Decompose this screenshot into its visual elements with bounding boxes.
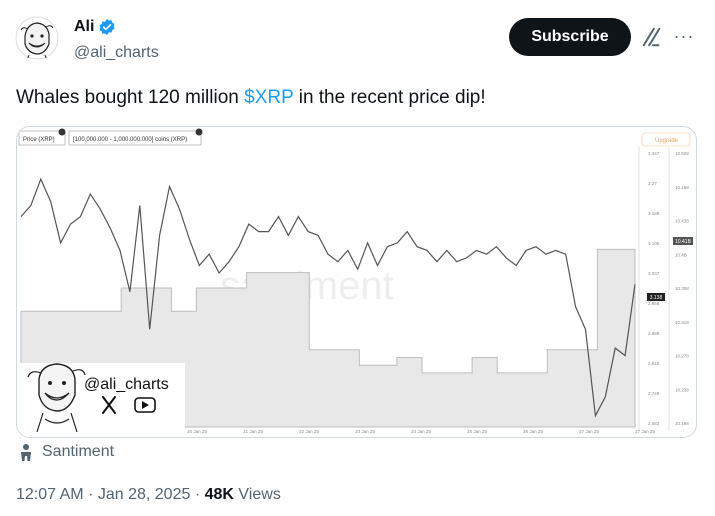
holders-tick-label: 10.4B	[675, 252, 687, 257]
price-tick-label: 3.189	[648, 211, 660, 216]
tweet-header: Ali @ali_charts Subscribe ···	[0, 0, 715, 80]
attribution-source: Santiment	[42, 443, 115, 460]
price-tick-label: 3.106	[648, 241, 660, 246]
subscribe-button[interactable]: Subscribe	[509, 18, 631, 56]
meta-separator: ·	[88, 486, 94, 503]
x-tick-label: 20 Jan 25	[187, 429, 207, 434]
price-tick-label: 3.037	[648, 271, 660, 276]
meta-separator-2: ·	[194, 486, 201, 503]
tweet-date[interactable]: Jan 28, 2025	[97, 486, 191, 503]
x-tick-label: 22 Jan 25	[299, 429, 319, 434]
legend-price-box	[18, 130, 66, 146]
upgrade-label: Upgrade	[655, 138, 679, 144]
overlay-youtube-icon	[134, 397, 156, 413]
x-tick-label: 23 Jan 25	[355, 429, 375, 434]
price-tick-label: 2.958	[648, 301, 660, 306]
holders-tick-label: 10.438	[675, 219, 689, 224]
author-name-row: Ali	[74, 18, 116, 36]
price-tick-label: 2.682	[648, 421, 660, 426]
price-current-tag: 3.138	[647, 293, 665, 301]
verified-badge-icon	[100, 18, 115, 36]
views-count: 48K	[204, 486, 234, 503]
legend-holders-box	[68, 130, 202, 146]
avatar-illustration	[15, 16, 59, 60]
price-tick-label: 2.818	[648, 361, 660, 366]
more-options-icon[interactable]: ···	[673, 26, 695, 46]
overlay-avatar-illustration	[27, 363, 86, 433]
overlay-handle: @ali_charts	[84, 376, 169, 393]
media-attribution[interactable]: Santiment	[18, 443, 114, 461]
tweet-text-after: in the recent price dip!	[293, 87, 486, 108]
upgrade-button[interactable]	[641, 132, 691, 147]
tweet-text: Whales bought 120 million $XRP in the re…	[16, 86, 486, 110]
holders-tick-label: 10.528	[675, 151, 689, 156]
author-handle[interactable]: @ali_charts	[74, 44, 159, 61]
cashtag-link[interactable]: $XRP	[244, 87, 294, 108]
holders-tick-label: 10.278	[675, 354, 689, 359]
legend-holders-close-icon[interactable]	[195, 128, 203, 136]
legend-price-close-icon[interactable]	[58, 128, 66, 136]
holders-tick-label: 10.198	[675, 421, 689, 426]
holders-tick-label: 10.468	[675, 185, 689, 190]
legend-holders-label: [100,000,000 - 1,000,000,000] coins (XRP…	[73, 137, 187, 143]
x-tick-label: 27 Jan 25	[635, 429, 655, 434]
author-avatar[interactable]	[15, 16, 59, 60]
person-icon	[21, 444, 31, 461]
grok-icon[interactable]	[641, 26, 663, 48]
santiment-chart: Price (XRP) [100,000,000 - 1,000,000,000…	[17, 127, 696, 437]
tweet-meta: 12:07 AM · Jan 28, 2025 · 48K Views	[16, 486, 281, 504]
price-tick-label: 2.889	[648, 331, 660, 336]
tweet-text-before: Whales bought 120 million	[16, 87, 245, 108]
holders-tick-label: 10.318	[675, 320, 689, 325]
holders-current-label: 10.41B	[675, 239, 692, 245]
chart-legend: Price (XRP) [100,000,000 - 1,000,000,000…	[18, 128, 691, 147]
tweet-time[interactable]: 12:07 AM	[16, 486, 84, 503]
price-current-label: 3.138	[650, 295, 663, 301]
holders-tick-label: 10.358	[675, 286, 689, 291]
price-tick-label: 2.749	[648, 391, 660, 396]
x-tick-label: 27 Jan 25	[579, 429, 599, 434]
x-tick-label: 21 Jan 25	[243, 429, 263, 434]
price-line-series	[20, 177, 636, 418]
x-tick-label: 26 Jan 25	[523, 429, 543, 434]
holders-current-tag: 10.41B	[673, 237, 693, 245]
price-axis-ticks: 3.347 3.27 3.189 3.106 3.037 2.958 2.889 2.818 2…	[648, 151, 660, 426]
price-tick-label: 3.347	[648, 151, 660, 156]
legend-price-label: Price (XRP)	[23, 137, 55, 143]
author-name[interactable]: Ali	[74, 18, 95, 35]
x-tick-label: 25 Jan 25	[467, 429, 487, 434]
tweet-media-chart[interactable]: Price (XRP) [100,000,000 - 1,000,000,000…	[16, 126, 697, 438]
x-tick-label: 24 Jan 25	[411, 429, 431, 434]
views-label: Views	[238, 486, 281, 503]
price-tick-label: 3.27	[648, 181, 657, 186]
holders-tick-label: 10.238	[675, 387, 689, 392]
author-overlay-card: @ali_charts	[17, 363, 185, 437]
overlay-x-icon	[102, 396, 116, 414]
holders-axis-ticks: 10.528 10.468 10.438 10.4B 10.358 10.318 10.27…	[675, 151, 689, 426]
